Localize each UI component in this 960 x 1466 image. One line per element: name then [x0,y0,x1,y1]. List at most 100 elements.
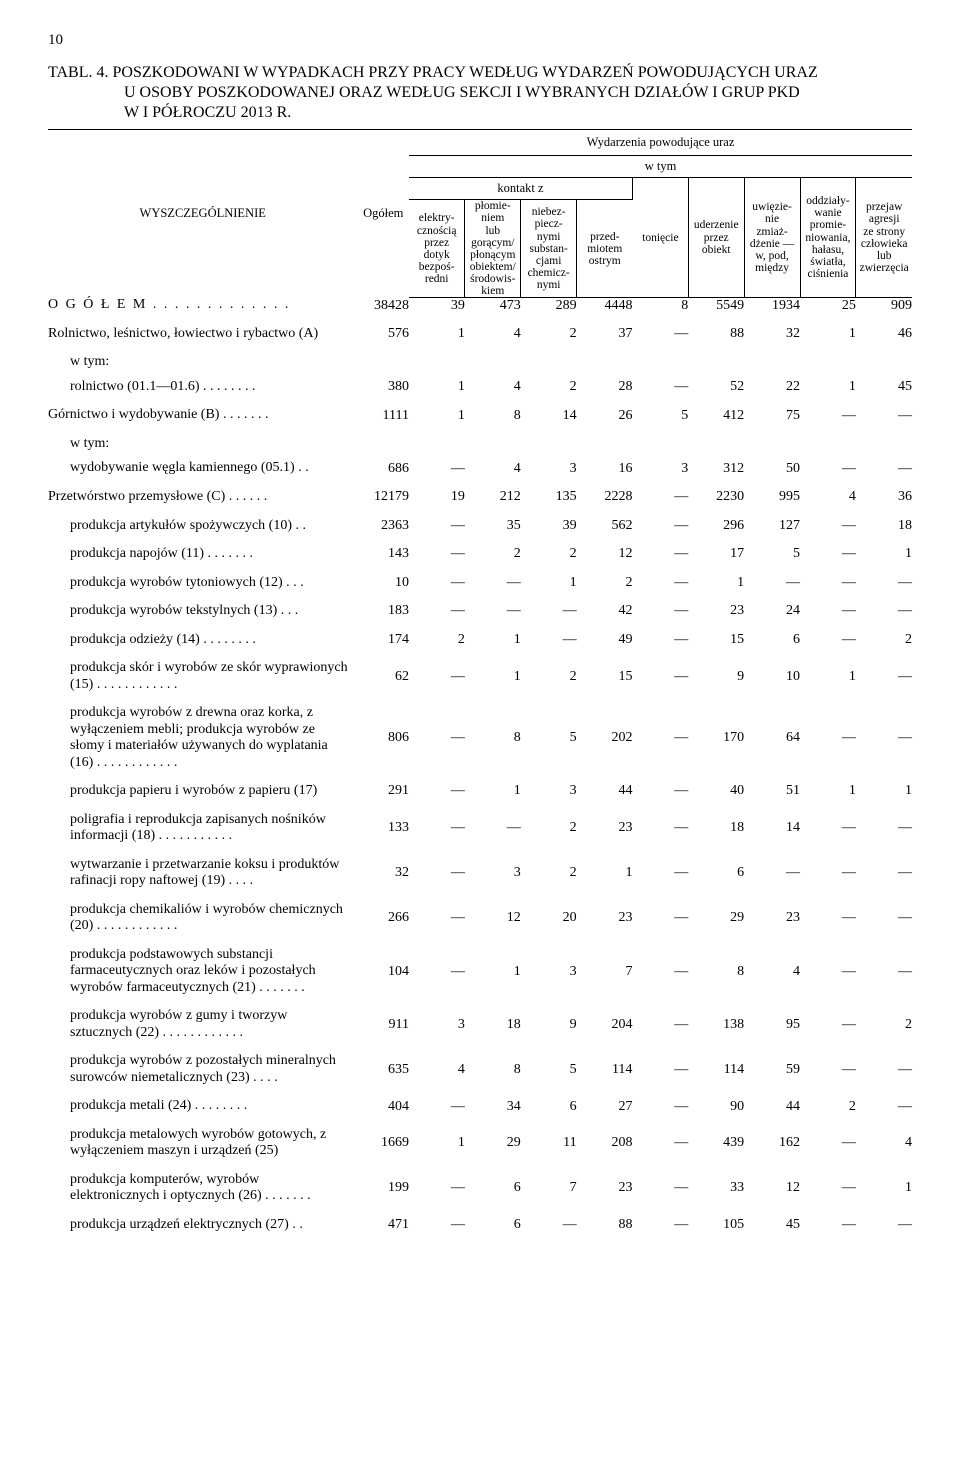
cell: — [632,1053,688,1086]
cell: 27 [577,1098,633,1115]
cell: 635 [357,1053,409,1086]
cell: 1 [409,379,465,396]
cell: 6 [465,1172,521,1205]
cell: 4 [409,1053,465,1086]
table-row: produkcja wyrobów z pozostałych mineraln… [48,1053,912,1086]
cell: 23 [688,603,744,620]
table-row: Rolnictwo, leśnictwo, łowiectwo i rybact… [48,326,912,343]
table-row: rolnictwo (01.1—01.6) . . . . . . . .380… [48,379,912,396]
cell: 202 [577,705,633,771]
cell: — [800,705,856,771]
table-row [48,1205,912,1217]
cell: 1111 [357,407,409,424]
cell: 104 [357,947,409,997]
cell: 9 [688,660,744,693]
row-label: Rolnictwo, leśnictwo, łowiectwo i rybact… [48,326,357,343]
cell: 12 [744,1172,800,1205]
row-label: wytwarzanie i przetwarzanie koksu i prod… [48,857,357,890]
cell: 127 [744,518,800,535]
row-label: w tym: [48,436,357,453]
cell: 46 [856,326,912,343]
cell: 2 [521,812,577,845]
cell: 23 [577,902,633,935]
cell: — [800,1217,856,1234]
cell: — [409,947,465,997]
cell: — [856,947,912,997]
cell: — [409,575,465,592]
hdr-wydarzenia: Wydarzenia powodujące uraz [409,130,912,156]
hdr-c5: tonięcie [632,178,688,298]
table-row: produkcja papieru i wyrobów z papieru (1… [48,783,912,800]
table-row [48,342,912,354]
table-row: produkcja metalowych wyrobów gotowych, z… [48,1127,912,1160]
cell: 4448 [577,297,633,314]
cell: 6 [465,1217,521,1234]
cell: 8 [465,705,521,771]
cell: 23 [744,902,800,935]
cell: 14 [521,407,577,424]
cell: 404 [357,1098,409,1115]
cell: 38428 [357,297,409,314]
table-row [48,771,912,783]
table-row [48,477,912,489]
cell: 25 [800,297,856,314]
cell: — [632,379,688,396]
table-row: produkcja komputerów, wyrobów elektronic… [48,1172,912,1205]
title-line3: W I PÓŁROCZU 2013 R. [48,103,912,123]
table-row [48,1115,912,1127]
cell: 20 [521,902,577,935]
cell: 199 [357,1172,409,1205]
cell: 10 [744,660,800,693]
cell: 2 [521,379,577,396]
hdr-c8: oddziały- wanie promie- niowania, hałasu… [800,178,856,298]
cell: — [632,1217,688,1234]
cell: 114 [688,1053,744,1086]
table-row [48,395,912,407]
cell: 1 [409,1127,465,1160]
cell: 17 [688,546,744,563]
cell: — [800,1008,856,1041]
cell: 1 [521,575,577,592]
cell: 1 [856,546,912,563]
cell: 7 [521,1172,577,1205]
cell: 3 [521,947,577,997]
cell: 5549 [688,297,744,314]
table-row: produkcja chemikaliów i wyrobów chemiczn… [48,902,912,935]
cell: — [409,783,465,800]
cell: 4 [744,947,800,997]
cell: — [632,489,688,506]
cell: — [800,902,856,935]
cell: 576 [357,326,409,343]
cell: 174 [357,632,409,649]
page-number: 10 [48,32,912,49]
cell: 23 [577,1172,633,1205]
cell: — [632,783,688,800]
cell: 380 [357,379,409,396]
table-row: produkcja wyrobów z gumy i tworzyw sztuc… [48,1008,912,1041]
row-label: produkcja wyrobów z gumy i tworzyw sztuc… [48,1008,357,1041]
cell: 51 [744,783,800,800]
cell: — [409,857,465,890]
cell: — [800,603,856,620]
table-row [48,693,912,705]
table-row [48,1160,912,1172]
cell: — [632,705,688,771]
cell: 18 [465,1008,521,1041]
table-row: produkcja wyrobów z drewna oraz korka, z… [48,705,912,771]
cell: 135 [521,489,577,506]
cell: 1 [688,575,744,592]
cell: 686 [357,460,409,477]
cell: — [800,857,856,890]
row-label: produkcja papieru i wyrobów z papieru (1… [48,783,357,800]
cell: 16 [577,460,633,477]
cell: 143 [357,546,409,563]
cell: — [409,1098,465,1115]
cell: 296 [688,518,744,535]
cell: 52 [688,379,744,396]
row-label: poligrafia i reprodukcja zapisanych nośn… [48,812,357,845]
cell: 29 [688,902,744,935]
cell: — [800,407,856,424]
row-label: Górnictwo i wydobywanie (B) . . . . . . … [48,407,357,424]
row-label: produkcja metalowych wyrobów gotowych, z… [48,1127,357,1160]
cell: 1 [577,857,633,890]
